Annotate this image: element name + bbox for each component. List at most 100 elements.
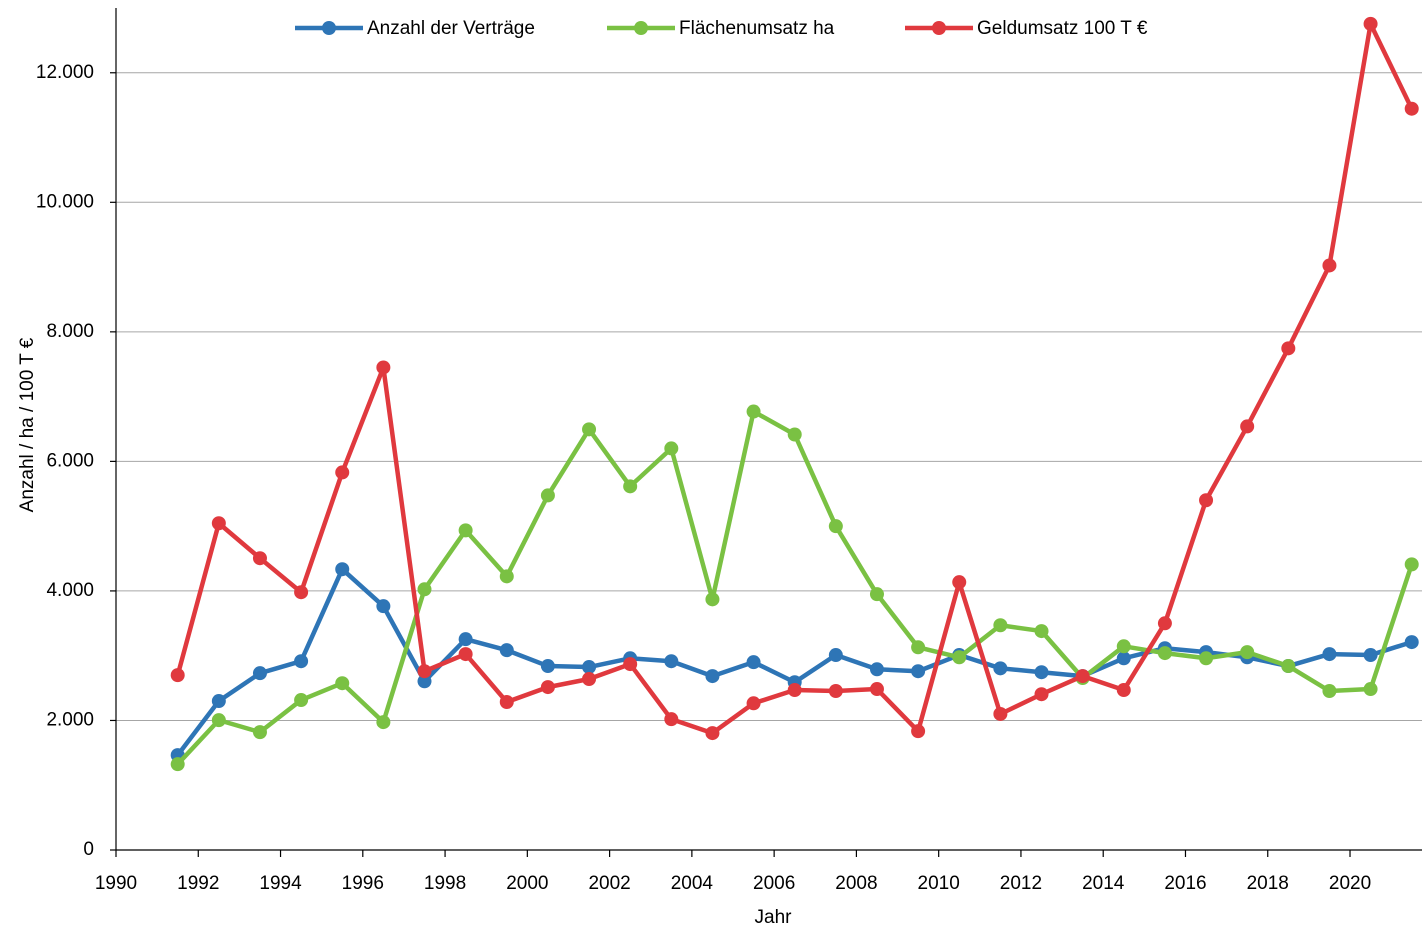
legend-marker: [634, 21, 648, 35]
legend-marker: [322, 21, 336, 35]
data-point: [582, 672, 597, 687]
data-point: [540, 659, 555, 674]
data-point: [1363, 16, 1378, 31]
x-tick-label: 2004: [671, 873, 714, 894]
data-point: [1034, 665, 1049, 680]
x-tick-label: 2002: [588, 873, 630, 894]
data-point: [746, 696, 761, 711]
data-point: [1281, 659, 1296, 674]
data-point: [417, 664, 432, 679]
data-point: [1116, 683, 1131, 698]
legend-label: Flächenumsatz ha: [679, 18, 835, 39]
y-tick-label: 8.000: [46, 321, 94, 342]
x-tick-label: 2000: [506, 873, 548, 894]
data-point: [1199, 493, 1214, 508]
x-tick-label: 2012: [1000, 873, 1042, 894]
y-tick-label: 10.000: [36, 191, 94, 212]
x-tick-label: 2008: [835, 873, 877, 894]
data-point: [294, 585, 309, 600]
x-tick-label: 1996: [342, 873, 384, 894]
data-point: [540, 488, 555, 503]
data-point: [211, 516, 226, 531]
data-point: [458, 632, 473, 647]
data-point: [828, 519, 843, 534]
series-line: [175, 566, 1413, 757]
y-tick-label: 0: [83, 839, 94, 860]
data-point: [1034, 624, 1049, 639]
data-point: [911, 640, 926, 655]
data-point: [1404, 635, 1419, 650]
data-point: [705, 592, 720, 607]
data-point: [294, 693, 309, 708]
data-point: [664, 441, 679, 456]
data-point: [869, 662, 884, 677]
data-point: [417, 582, 432, 597]
data-point: [582, 422, 597, 437]
legend-marker: [932, 21, 946, 35]
x-tick-label: 1994: [259, 873, 302, 894]
data-point: [376, 360, 391, 375]
legend-label: Anzahl der Verträge: [367, 18, 535, 39]
x-tick-label: 2006: [753, 873, 795, 894]
data-point: [1363, 648, 1378, 663]
data-point: [540, 680, 555, 695]
data-point: [211, 713, 226, 728]
data-point: [664, 654, 679, 669]
data-point: [376, 599, 391, 614]
data-point: [1157, 646, 1172, 661]
x-tick-label: 2018: [1247, 873, 1289, 894]
data-point: [1322, 258, 1337, 273]
y-tick-label: 4.000: [46, 580, 94, 601]
data-point: [170, 668, 185, 683]
data-point: [746, 404, 761, 419]
data-point: [252, 666, 267, 681]
x-tick-label: 2016: [1164, 873, 1206, 894]
data-point: [828, 683, 843, 698]
data-point: [664, 712, 679, 727]
data-point: [993, 706, 1008, 721]
data-point: [252, 725, 267, 740]
data-point: [705, 726, 720, 741]
y-tick-label: 12.000: [36, 62, 94, 83]
x-axis-label: Jahr: [755, 907, 793, 928]
data-point: [705, 669, 720, 684]
data-point: [1116, 651, 1131, 666]
data-point: [499, 569, 514, 584]
data-point: [335, 676, 350, 691]
data-point: [582, 660, 597, 675]
data-point: [1240, 419, 1255, 434]
data-point: [1199, 651, 1214, 666]
data-point: [335, 562, 350, 577]
data-point: [1116, 639, 1131, 654]
x-tick-label: 1990: [95, 873, 137, 894]
series-line: [175, 21, 1414, 736]
data-point: [952, 575, 967, 590]
data-point: [335, 465, 350, 480]
y-tick-label: 2.000: [46, 709, 94, 730]
data-point: [1404, 557, 1419, 572]
data-point: [499, 695, 514, 710]
data-point: [993, 618, 1008, 633]
data-point: [911, 664, 926, 679]
data-point: [1404, 101, 1419, 116]
data-point: [294, 654, 309, 669]
y-tick-label: 6.000: [46, 450, 94, 471]
data-point: [376, 715, 391, 730]
data-point: [952, 650, 967, 665]
data-point: [787, 683, 802, 698]
x-tick-label: 2020: [1329, 873, 1371, 894]
x-tick-label: 1998: [424, 873, 466, 894]
data-point: [869, 682, 884, 697]
data-point: [1034, 687, 1049, 702]
data-point: [252, 551, 267, 566]
data-point: [458, 647, 473, 662]
data-point: [1322, 683, 1337, 698]
data-point: [828, 648, 843, 663]
data-point: [787, 427, 802, 442]
x-tick-label: 2010: [918, 873, 960, 894]
data-point: [417, 674, 432, 689]
data-point: [1157, 616, 1172, 631]
data-point: [911, 724, 926, 739]
data-point: [1075, 669, 1090, 684]
